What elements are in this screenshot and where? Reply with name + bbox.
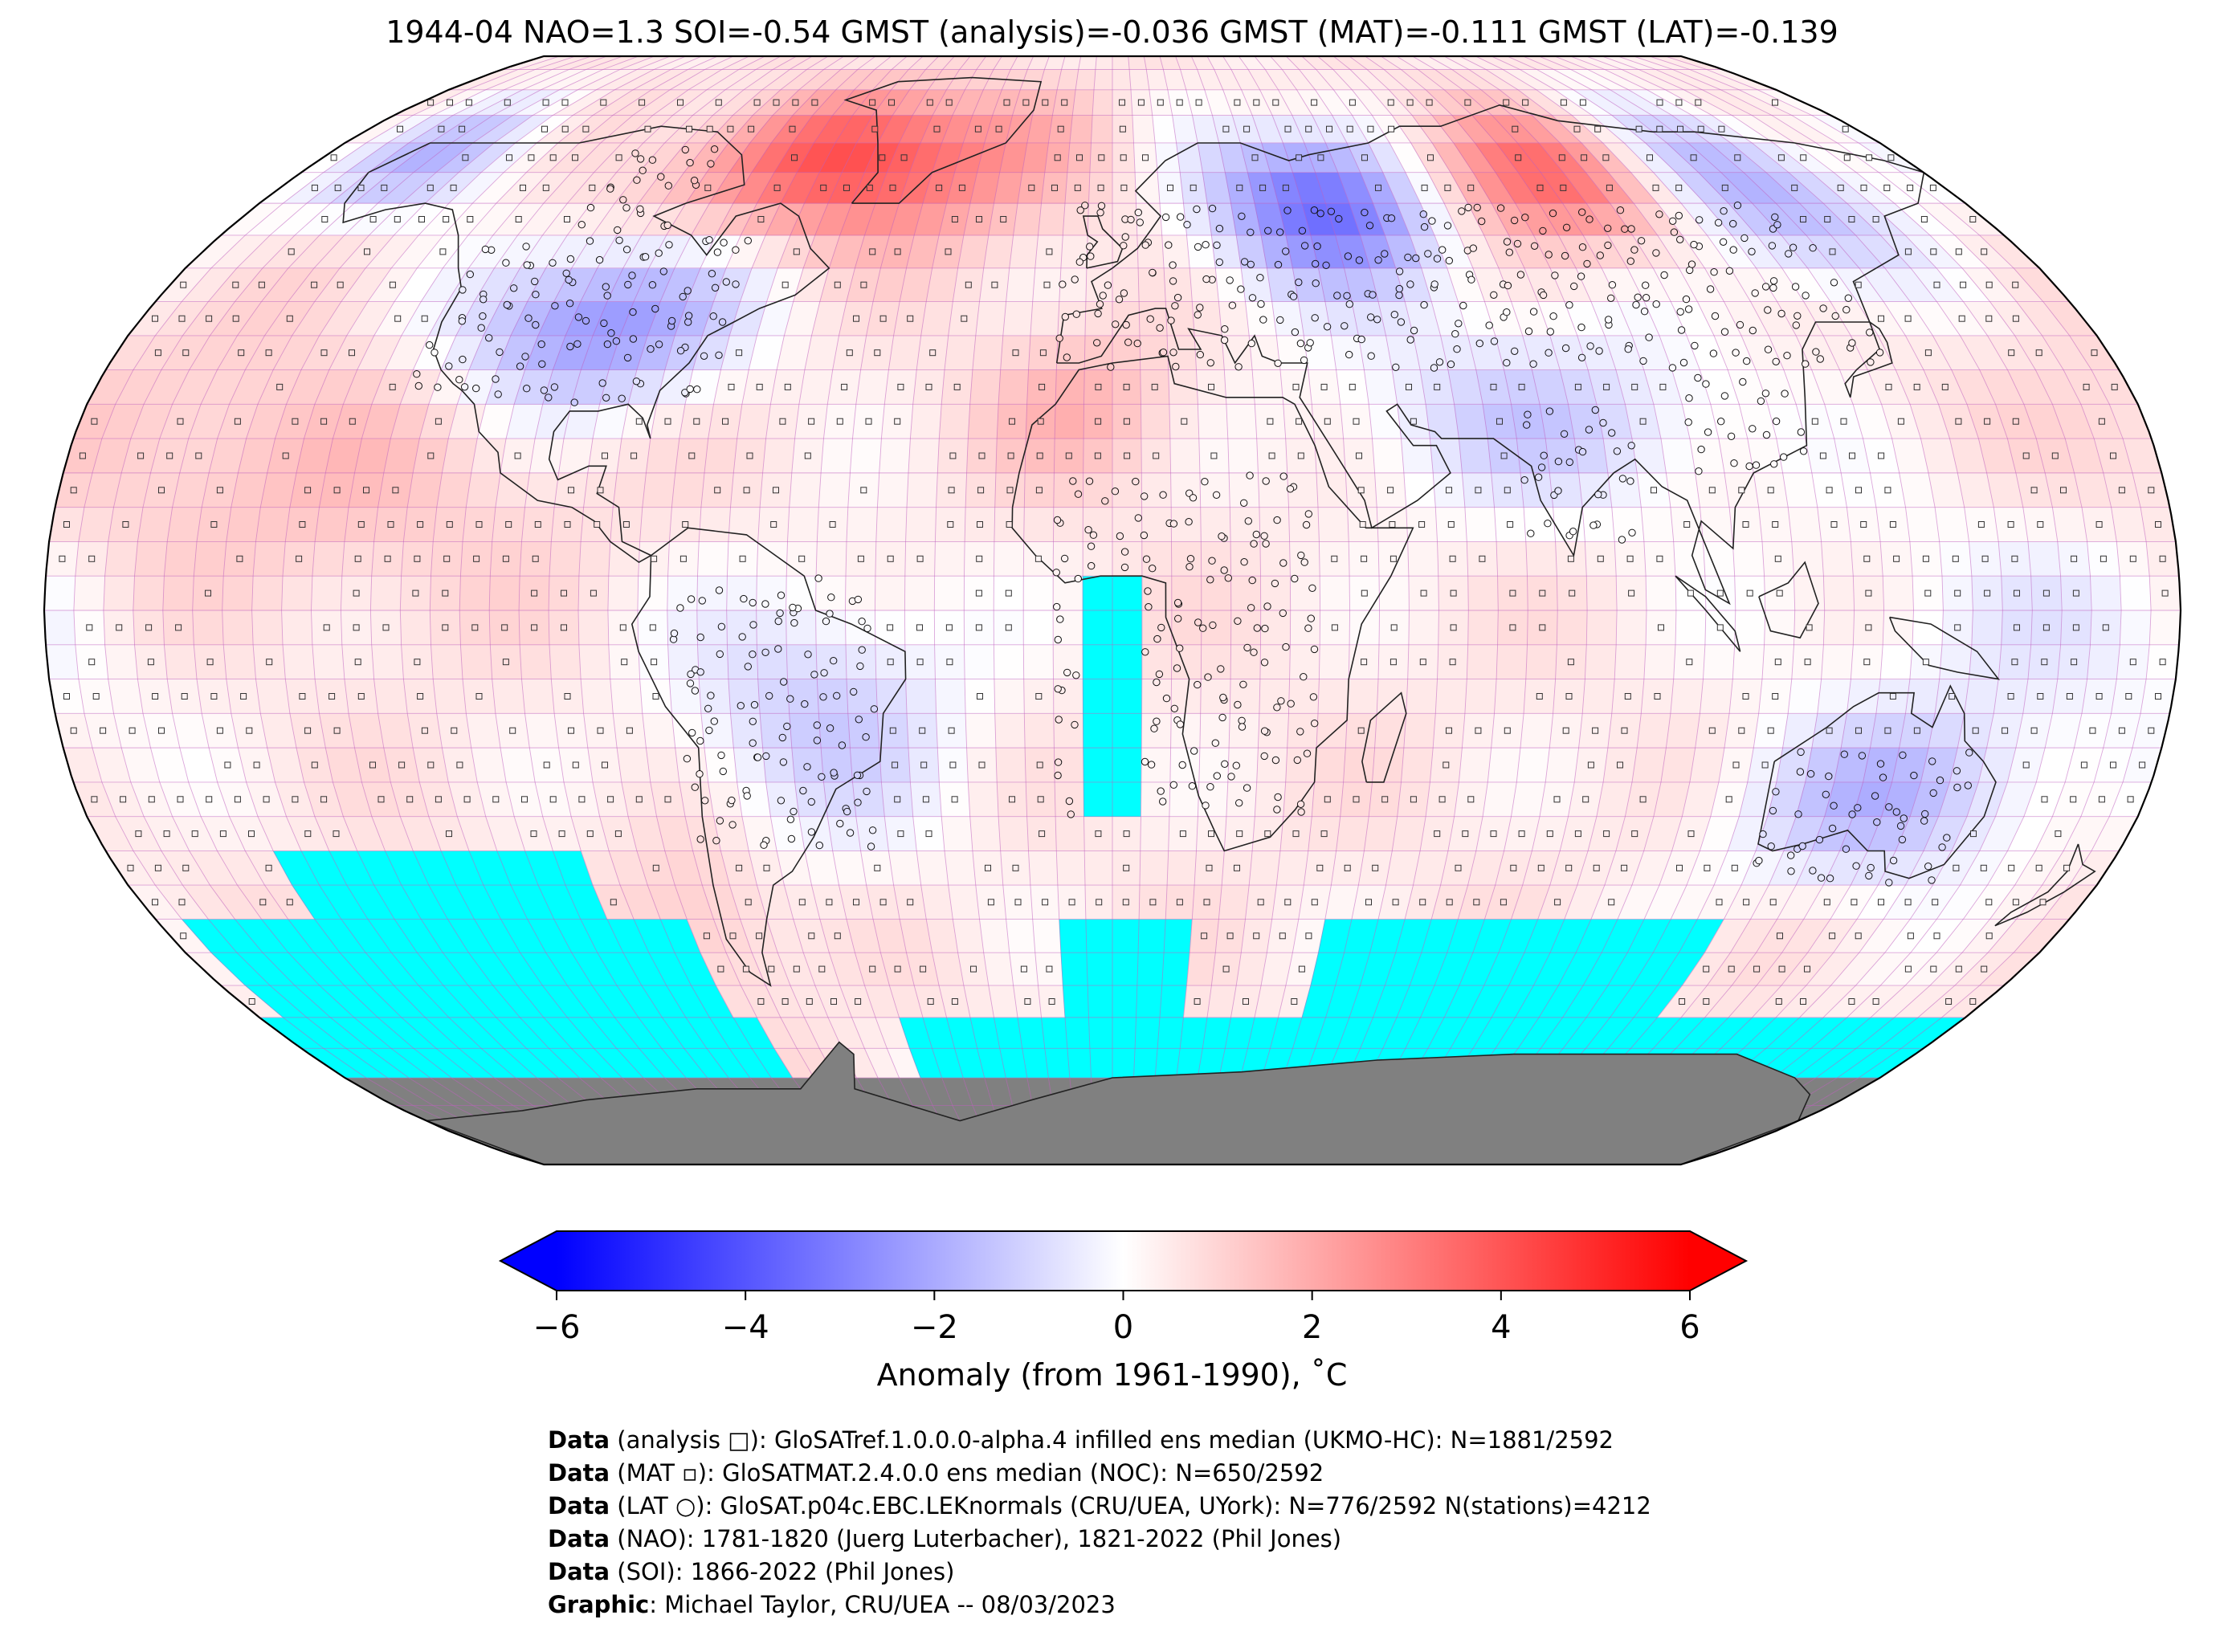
colorbar-tick-label: −6 (533, 1309, 581, 1346)
colorbar-tick-label: 6 (1679, 1309, 1700, 1346)
map-title: 1944-04 NAO=1.3 SOI=-0.54 GMST (analysis… (386, 14, 1838, 50)
colorbar-min-extend (500, 1231, 557, 1291)
credit-line: Data (MAT ▫): GloSATMAT.2.4.0.0 ens medi… (548, 1459, 1324, 1487)
colorbar-label: Anomaly (from 1961-1990), ˚C (876, 1357, 1348, 1393)
colorbar-tick-label: −4 (721, 1309, 769, 1346)
map-grid-cells (44, 56, 2181, 1165)
credits-block: Data (analysis □): GloSATref.1.0.0.0-alp… (548, 1424, 1651, 1621)
colorbar-tick-label: 0 (1112, 1309, 1134, 1346)
colorbar-tick-label: 4 (1491, 1309, 1512, 1346)
colorbar-gradient (557, 1231, 1690, 1291)
credit-line: Data (NAO): 1781-1820 (Juerg Luterbacher… (548, 1525, 1342, 1552)
colorbar-max-extend (1690, 1231, 1746, 1291)
credit-line: Data (LAT ○): GloSAT.p04c.EBC.LEKnormals… (548, 1492, 1651, 1519)
colorbar-tick-label: −2 (910, 1309, 958, 1346)
colorbar-tick-label: 2 (1301, 1309, 1323, 1346)
credit-line: Data (analysis □): GloSATref.1.0.0.0-alp… (548, 1426, 1614, 1454)
credit-line: Data (SOI): 1866-2022 (Phil Jones) (548, 1558, 955, 1585)
credit-line: Graphic: Michael Taylor, CRU/UEA -- 08/0… (548, 1591, 1116, 1618)
